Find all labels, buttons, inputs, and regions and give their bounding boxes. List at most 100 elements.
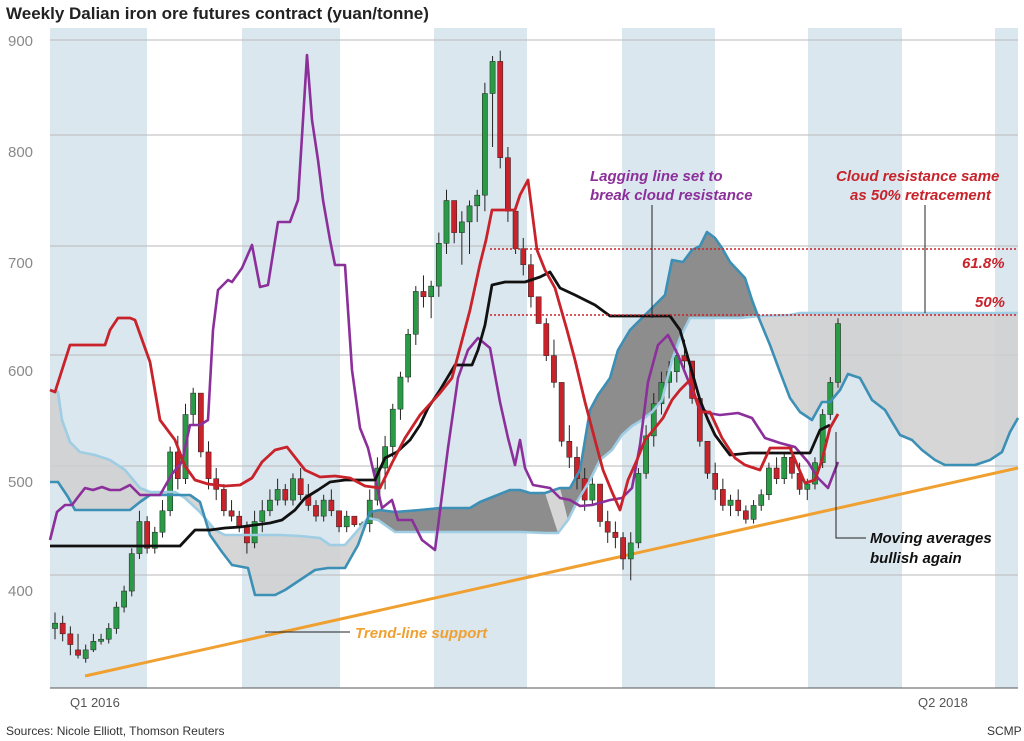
candle-body bbox=[259, 510, 266, 522]
candle-body bbox=[98, 638, 104, 642]
candle-body bbox=[789, 457, 795, 474]
candle-body bbox=[643, 435, 649, 474]
candle-body bbox=[351, 515, 358, 525]
candle-body bbox=[612, 531, 619, 538]
x-tick-label: Q1 2016 bbox=[70, 695, 120, 710]
lagging-annotation-line-1: Lagging line set to bbox=[590, 168, 723, 185]
candle-body bbox=[320, 499, 327, 517]
candle-body bbox=[627, 542, 634, 560]
candle-body bbox=[159, 510, 166, 533]
candle-body bbox=[712, 473, 719, 490]
candle-body bbox=[566, 441, 573, 458]
candle-body bbox=[735, 499, 742, 512]
candle-body bbox=[328, 499, 335, 512]
candle-body bbox=[781, 457, 788, 479]
cloud-fill-dark bbox=[560, 232, 758, 520]
candle-body bbox=[336, 510, 342, 528]
candle-body bbox=[75, 649, 81, 656]
candle-body bbox=[650, 403, 657, 437]
y-tick-label: 900 bbox=[8, 33, 33, 50]
candle-body bbox=[819, 414, 826, 463]
candle-body bbox=[551, 355, 557, 383]
chart-title: Weekly Dalian iron ore futures contract … bbox=[6, 4, 429, 23]
candle-body bbox=[489, 61, 496, 94]
cloud-annotation-line-2: as 50% retracement bbox=[850, 187, 992, 204]
cloud-span-b-line bbox=[49, 311, 1018, 547]
candle-body bbox=[221, 489, 227, 512]
candle-body bbox=[773, 467, 780, 479]
candle-body bbox=[673, 355, 680, 372]
candle-body bbox=[835, 323, 841, 383]
lagging-annotation-line-2: break cloud resistance bbox=[590, 187, 753, 204]
y-tick-label: 600 bbox=[8, 363, 33, 380]
candle-body bbox=[420, 291, 427, 298]
candle-body bbox=[535, 296, 542, 324]
candle-body bbox=[313, 505, 319, 517]
candle-body bbox=[505, 157, 511, 212]
candle-body bbox=[466, 205, 473, 223]
candle-body bbox=[90, 641, 97, 651]
candle-body bbox=[82, 649, 89, 659]
candle-body bbox=[804, 483, 811, 490]
candle-body bbox=[136, 521, 143, 554]
candle-body bbox=[121, 590, 127, 608]
candle-body bbox=[412, 291, 419, 335]
lagging-line bbox=[48, 53, 840, 552]
candle-body bbox=[758, 494, 765, 506]
candle-body bbox=[405, 334, 411, 378]
fast-moving-average bbox=[49, 178, 840, 512]
candle-body bbox=[128, 553, 135, 592]
x-tick-label: Q2 2018 bbox=[918, 695, 968, 710]
candle-body bbox=[282, 489, 289, 501]
candle-body bbox=[520, 248, 527, 265]
candle-body bbox=[236, 515, 243, 528]
candle-body bbox=[543, 323, 550, 356]
ma-annotation-leader bbox=[835, 432, 866, 539]
candle-body bbox=[151, 531, 158, 549]
candle-body bbox=[144, 521, 150, 549]
candle-body bbox=[397, 376, 404, 410]
candle-body bbox=[428, 285, 434, 298]
trend-line bbox=[84, 466, 1019, 678]
candle-body bbox=[474, 194, 481, 207]
candle-body bbox=[620, 537, 626, 560]
candle-body bbox=[451, 200, 458, 233]
candle-body bbox=[67, 633, 74, 645]
trend-annotation-label: Trend-line support bbox=[355, 625, 488, 642]
y-tick-label: 500 bbox=[8, 474, 33, 491]
candle-body bbox=[343, 515, 350, 528]
candle-body bbox=[497, 61, 504, 158]
candle-body bbox=[389, 408, 396, 447]
candle-body bbox=[251, 521, 258, 544]
ma-annotation-line-2: bullish again bbox=[870, 550, 962, 567]
candle-body bbox=[274, 489, 281, 501]
trend-line-layer bbox=[84, 466, 1019, 678]
candle-body bbox=[290, 478, 296, 501]
candle-body bbox=[52, 622, 58, 629]
candle-body bbox=[228, 510, 235, 517]
candle-body bbox=[589, 483, 596, 501]
candle-body bbox=[720, 489, 726, 506]
candle-body bbox=[459, 221, 465, 233]
source-note: Sources: Nicole Elliott, Thomson Reuters bbox=[6, 724, 225, 738]
candle-body bbox=[558, 382, 565, 442]
y-tick-label: 800 bbox=[8, 144, 33, 161]
candle-body bbox=[727, 499, 734, 506]
candle-body bbox=[190, 392, 197, 415]
candle-body bbox=[205, 451, 212, 479]
candle-body bbox=[435, 243, 442, 287]
cloud-span-a-line bbox=[50, 230, 1020, 597]
cloud-fill bbox=[50, 232, 1018, 595]
credit-note: SCMP bbox=[987, 724, 1022, 738]
candle-body bbox=[113, 606, 120, 629]
candle-body bbox=[766, 467, 772, 495]
candle-body bbox=[512, 210, 519, 249]
fib-618-label: 61.8% bbox=[962, 255, 1005, 272]
fib-50-label: 50% bbox=[975, 294, 1005, 311]
candle-body bbox=[59, 622, 66, 635]
candle-body bbox=[267, 499, 273, 512]
cloud-annotation-line-1: Cloud resistance same bbox=[836, 168, 999, 185]
candle-body bbox=[105, 628, 112, 640]
candle-body bbox=[704, 441, 711, 474]
